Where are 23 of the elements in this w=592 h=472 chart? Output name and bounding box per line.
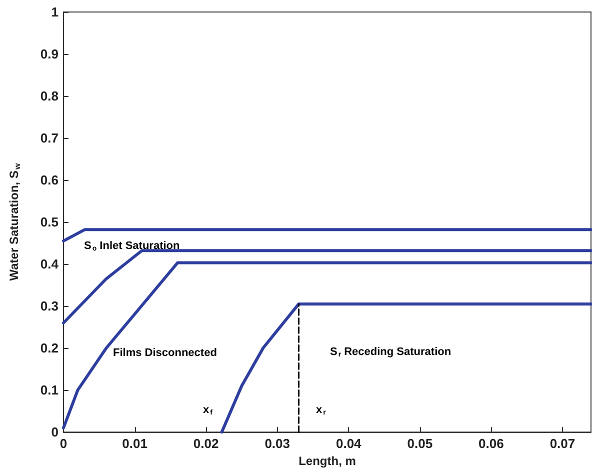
y-axis-title: Water Saturation, Sw xyxy=(7,162,22,281)
y-tick-label: 0.9 xyxy=(40,46,58,62)
x-tick-label: 0.07 xyxy=(550,436,576,452)
y-tick-label: 0.1 xyxy=(40,382,58,398)
y-tick-label: 0.6 xyxy=(40,172,58,188)
y-tick-label: 0.7 xyxy=(40,130,58,146)
y-tick-label: 0.2 xyxy=(40,340,58,356)
x-axis-title: Length, m xyxy=(298,454,356,468)
x-tick-label: 0.05 xyxy=(407,436,433,452)
x-tick-label: 0.01 xyxy=(122,436,148,452)
y-tick-label: 0.8 xyxy=(40,88,58,104)
x-tick-label: 0.03 xyxy=(264,436,290,452)
y-tick-label: 0.5 xyxy=(40,214,58,230)
y-tick-label: 0.3 xyxy=(40,298,58,314)
x-tick-label: 0.04 xyxy=(336,436,362,452)
y-tick-label: 1 xyxy=(51,4,58,20)
y-tick-label: 0.4 xyxy=(40,256,60,272)
annotation: Films Disconnected xyxy=(113,347,217,359)
y-tick-label: 0 xyxy=(51,424,58,440)
line-series xyxy=(220,302,592,434)
x-tick-label: 0.02 xyxy=(193,436,219,452)
line-series xyxy=(62,261,592,430)
x-tick-label: 0.06 xyxy=(478,436,504,452)
